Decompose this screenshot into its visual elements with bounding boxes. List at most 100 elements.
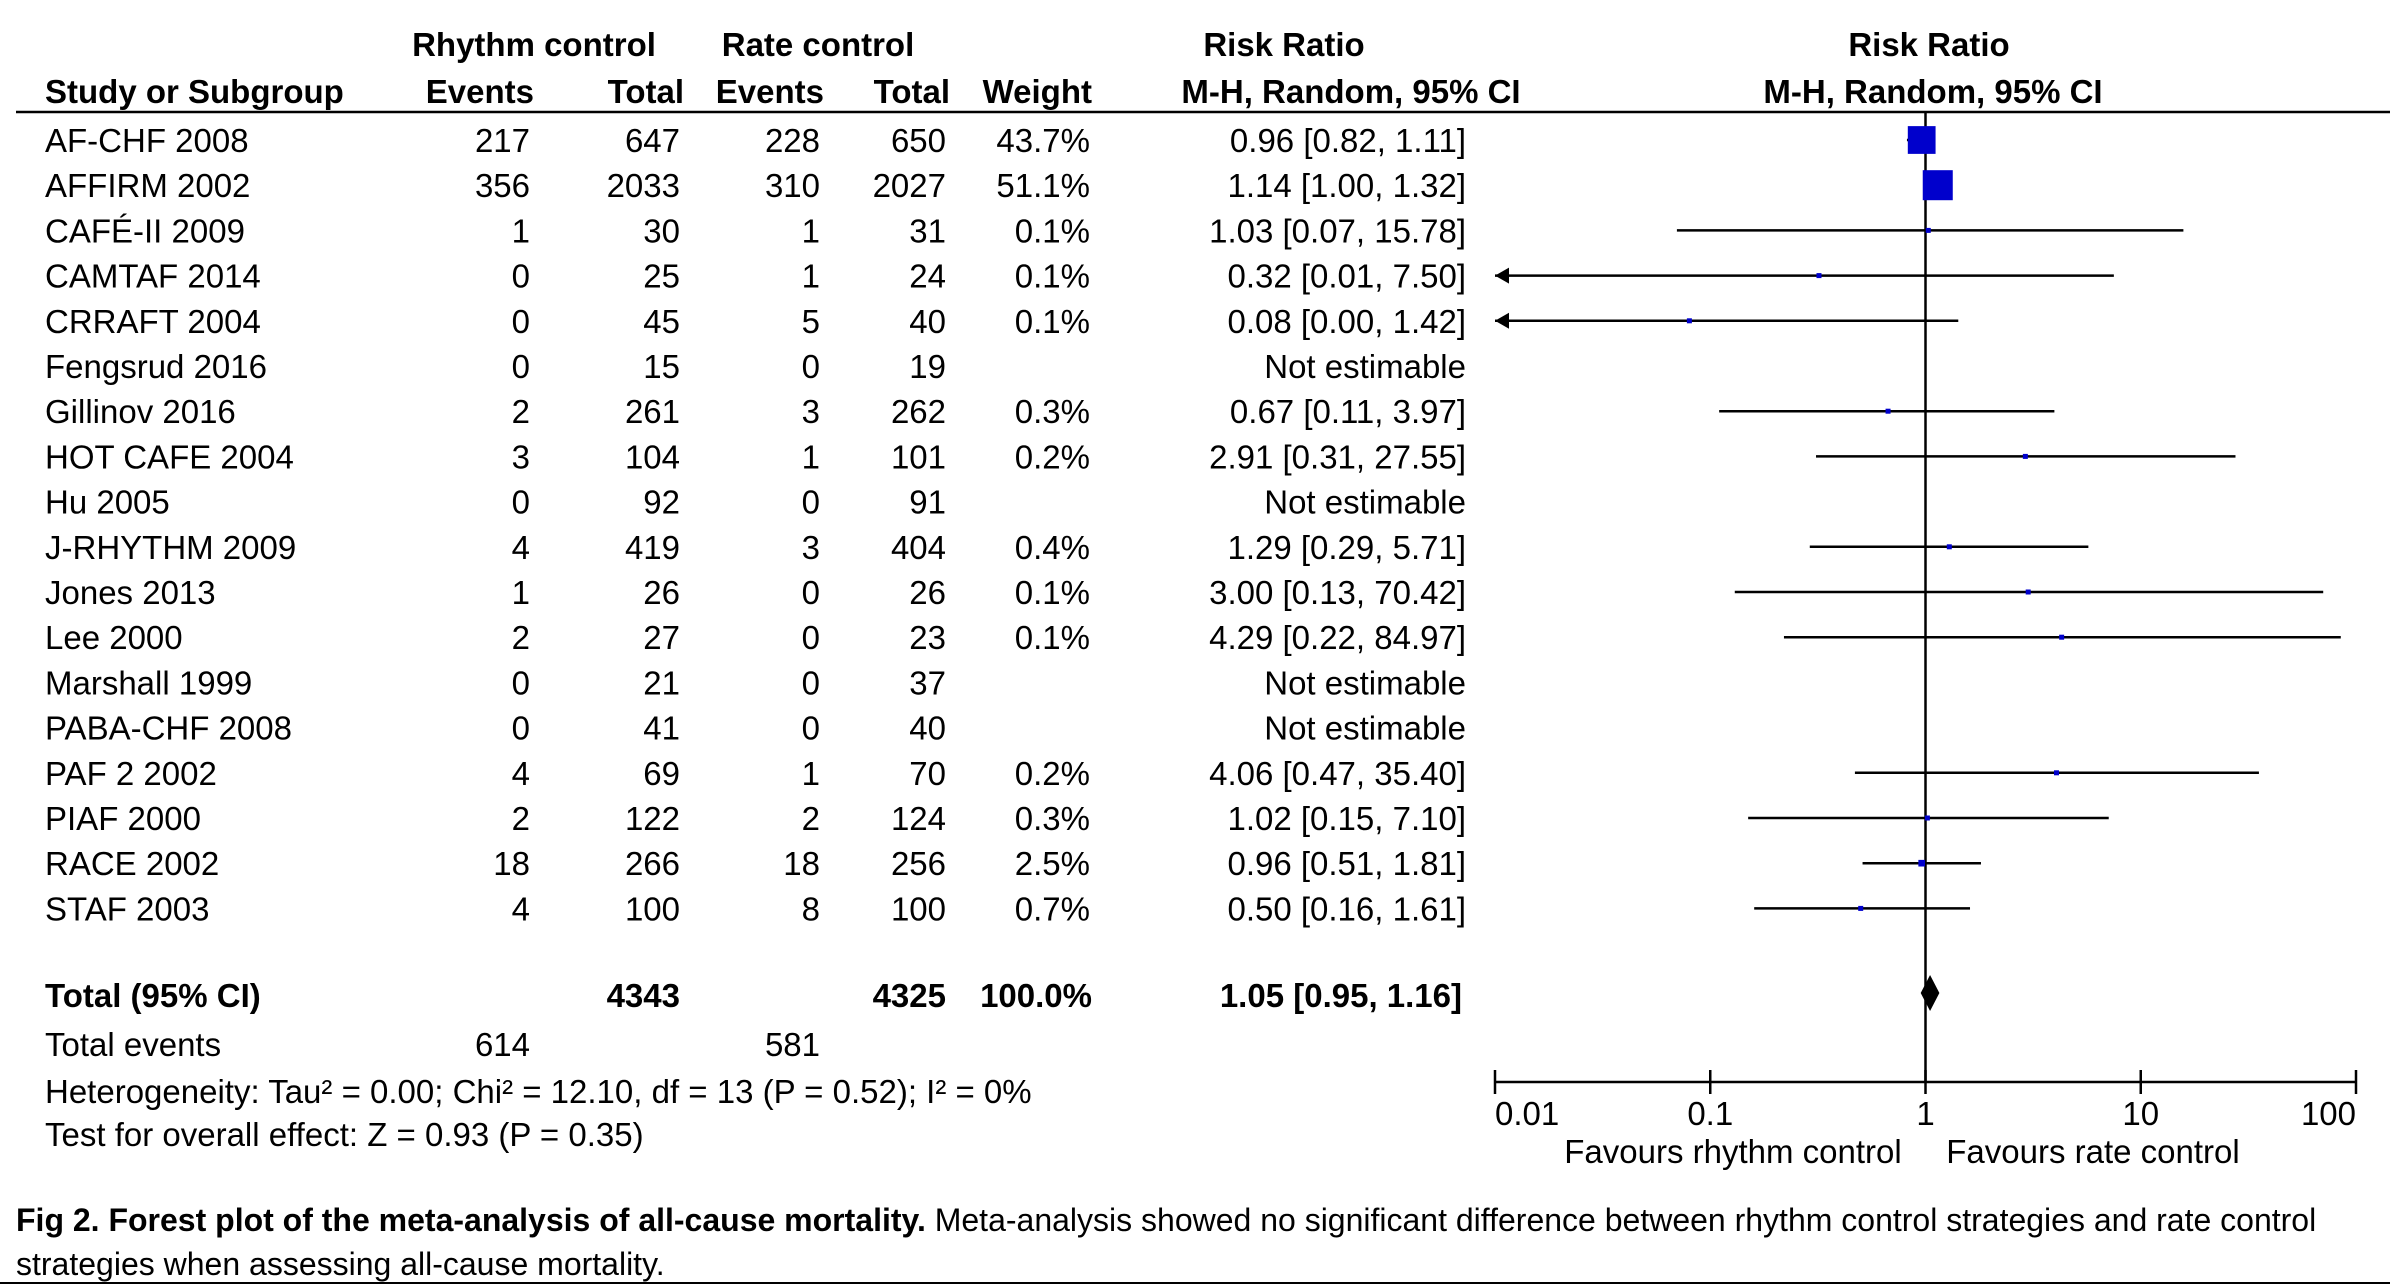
weight: 2.5% (1015, 845, 1090, 882)
study-name: Fengsrud 2016 (45, 348, 267, 385)
rate-events: 1 (802, 212, 820, 249)
point-estimate-marker (1858, 905, 1864, 911)
study-name: CAMTAF 2014 (45, 258, 261, 295)
ci-text: Not estimable (1264, 710, 1466, 747)
rate-total: 40 (909, 710, 946, 747)
header-risk-ratio-plot: Risk Ratio (1848, 26, 2009, 63)
study-name: CRRAFT 2004 (45, 303, 261, 340)
study-name: Gillinov 2016 (45, 393, 236, 430)
header-weight: Weight (983, 73, 1092, 110)
x-tick-label: 10 (2122, 1095, 2159, 1132)
ci-text: 0.96 [0.51, 1.81] (1227, 845, 1466, 882)
table-row: PIAF 2000 2 122 2 124 0.3% 1.02 [0.15, 7.10] (45, 800, 1466, 837)
ci-text: 1.14 [1.00, 1.32] (1227, 167, 1466, 204)
total-rate-n: 4325 (873, 977, 946, 1014)
study-name: AFFIRM 2002 (45, 167, 250, 204)
rhythm-total: 266 (625, 845, 680, 882)
rhythm-total: 92 (643, 484, 680, 521)
ci-truncated-arrow (1495, 267, 1509, 284)
rhythm-events: 2 (512, 800, 530, 837)
table-row: AFFIRM 2002 356 2033 310 2027 51.1% 1.14 [1.00… (45, 167, 1466, 204)
point-estimate-marker (1885, 408, 1891, 414)
weight: 0.1% (1015, 303, 1090, 340)
study-name: HOT CAFE 2004 (45, 438, 294, 475)
table-row: Lee 2000 2 27 0 23 0.1% 4.29 [0.22, 84.97] (45, 619, 1466, 656)
ci-text: 2.91 [0.31, 27.55] (1209, 438, 1466, 475)
study-name: Marshall 1999 (45, 664, 252, 701)
rhythm-total: 647 (625, 122, 680, 159)
total-events-rate: 581 (765, 1026, 820, 1063)
rhythm-events: 0 (512, 258, 530, 295)
table-row: HOT CAFE 2004 3 104 1 101 0.2% 2.91 [0.31, 27.… (45, 438, 1466, 475)
header-method-plot: M-H, Random, 95% CI (1763, 73, 2102, 110)
rate-total: 650 (891, 122, 946, 159)
header-rhythm-total: Total (608, 73, 684, 110)
rate-events: 0 (802, 710, 820, 747)
header-rate-total: Total (874, 73, 950, 110)
weight: 43.7% (996, 122, 1090, 159)
rhythm-total: 41 (643, 710, 680, 747)
point-estimate-marker (1907, 126, 1936, 154)
table-row: CAMTAF 2014 0 25 1 24 0.1% 0.32 [0.01, 7.50] (45, 258, 1466, 295)
rate-events: 1 (802, 438, 820, 475)
rhythm-total: 419 (625, 529, 680, 566)
rhythm-total: 122 (625, 800, 680, 837)
point-estimate-marker (1918, 859, 1926, 867)
weight: 0.1% (1015, 574, 1090, 611)
total-weight: 100.0% (980, 977, 1092, 1014)
figure-caption: Fig 2. Forest plot of the meta-analysis … (16, 1198, 2376, 1286)
table-row: AF-CHF 2008 217 647 228 650 43.7% 0.96 [0.82, … (45, 122, 1466, 159)
ci-text: 0.32 [0.01, 7.50] (1227, 258, 1466, 295)
rate-events: 0 (802, 484, 820, 521)
rhythm-events: 4 (512, 890, 530, 927)
rhythm-total: 100 (625, 890, 680, 927)
study-name: CAFÉ-II 2009 (45, 212, 245, 249)
rhythm-events: 18 (493, 845, 530, 882)
point-estimate-marker (1946, 544, 1952, 550)
study-name: Lee 2000 (45, 619, 183, 656)
point-estimate-marker (1686, 318, 1692, 324)
weight: 0.2% (1015, 438, 1090, 475)
ci-text: 0.96 [0.82, 1.11] (1230, 122, 1466, 159)
heterogeneity-text: Heterogeneity: Tau² = 0.00; Chi² = 12.10… (45, 1073, 1032, 1110)
table-row: Gillinov 2016 2 261 3 262 0.3% 0.67 [0.11, 3.9… (45, 393, 1466, 430)
rhythm-events: 3 (512, 438, 530, 475)
rhythm-total: 104 (625, 438, 680, 475)
rate-events: 0 (802, 348, 820, 385)
weight: 0.1% (1015, 619, 1090, 656)
rate-events: 1 (802, 258, 820, 295)
total-events-rhythm: 614 (475, 1026, 530, 1063)
rate-total: 19 (909, 348, 946, 385)
rhythm-total: 27 (643, 619, 680, 656)
rate-events: 310 (765, 167, 820, 204)
favours-rate-label: Favours rate control (1946, 1133, 2239, 1170)
rate-total: 404 (891, 529, 946, 566)
ci-text: 3.00 [0.13, 70.42] (1209, 574, 1466, 611)
ci-text: 1.29 [0.29, 5.71] (1227, 529, 1466, 566)
rate-events: 1 (802, 755, 820, 792)
rate-events: 0 (802, 664, 820, 701)
rhythm-total: 45 (643, 303, 680, 340)
table-row: Marshall 1999 0 21 0 37 Not estimable (45, 664, 1466, 701)
rate-events: 228 (765, 122, 820, 159)
rate-total: 256 (891, 845, 946, 882)
rhythm-total: 25 (643, 258, 680, 295)
rhythm-events: 0 (512, 664, 530, 701)
rate-events: 8 (802, 890, 820, 927)
rhythm-events: 0 (512, 484, 530, 521)
ci-text: 0.08 [0.00, 1.42] (1227, 303, 1466, 340)
study-name: PAF 2 2002 (45, 755, 217, 792)
ci-text: 0.50 [0.16, 1.61] (1227, 890, 1466, 927)
plot-area (1495, 112, 2341, 1082)
rhythm-total: 26 (643, 574, 680, 611)
figure-label: Fig 2. (16, 1202, 100, 1238)
bottom-rule (0, 1282, 2390, 1284)
rhythm-events: 2 (512, 619, 530, 656)
rate-total: 26 (909, 574, 946, 611)
point-estimate-marker (1924, 815, 1930, 821)
point-estimate-marker (1925, 227, 1931, 233)
ci-text: 4.29 [0.22, 84.97] (1209, 619, 1466, 656)
point-estimate-marker (2059, 634, 2065, 640)
